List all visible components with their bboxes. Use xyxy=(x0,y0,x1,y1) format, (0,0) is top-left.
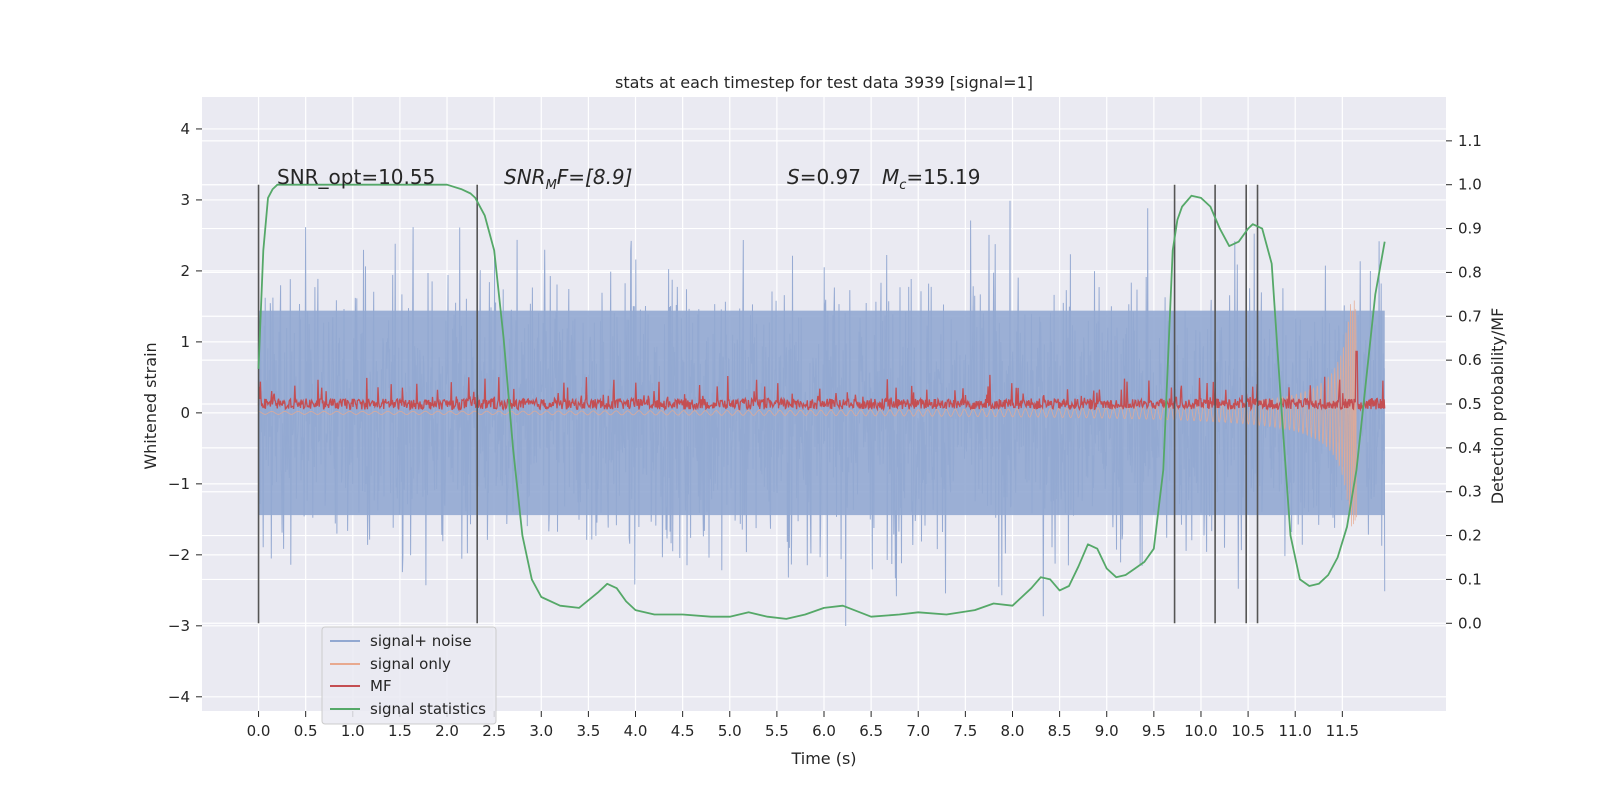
y-axis-ticks: 4 3 2 1 0 −1 −2 −3 −4 xyxy=(168,120,202,706)
x-tick-label: 11.5 xyxy=(1326,722,1359,740)
legend-label-mf: MF xyxy=(370,677,392,695)
mc-main: M xyxy=(882,165,899,189)
y-right-tick-label: 0.2 xyxy=(1458,527,1482,545)
x-tick-label: 10.0 xyxy=(1184,722,1217,740)
signal-noise-series xyxy=(258,200,1386,627)
y-right-tick-label: 0.0 xyxy=(1458,614,1482,632)
s-annotation: S=0.97 xyxy=(787,165,861,189)
y-right-tick-label: 0.9 xyxy=(1458,220,1482,238)
y-tick-label: −2 xyxy=(168,546,190,564)
x-tick-label: 4.5 xyxy=(671,722,695,740)
y-tick-label: 4 xyxy=(180,120,190,138)
x-tick-label: 3.5 xyxy=(576,722,600,740)
x-tick-label: 7.5 xyxy=(953,722,977,740)
legend-label-signal-only: signal only xyxy=(370,655,451,673)
x-tick-label: 2.5 xyxy=(482,722,506,740)
y-tick-label: −1 xyxy=(168,475,190,493)
mc-sub: c xyxy=(899,178,906,193)
y-tick-label: 3 xyxy=(180,191,190,209)
x-tick-label: 8.5 xyxy=(1048,722,1072,740)
x-tick-label: 1.0 xyxy=(341,722,365,740)
y-right-tick-label: 0.8 xyxy=(1458,263,1482,281)
y-right-tick-label: 1.1 xyxy=(1458,132,1482,150)
x-tick-label: 8.0 xyxy=(1001,722,1025,740)
y-right-tick-label: 0.3 xyxy=(1458,483,1482,501)
legend: signal+ noise signal only MF signal stat… xyxy=(321,626,497,725)
snr-opt-annotation: SNR_opt=10.55 xyxy=(277,165,435,189)
y-right-tick-label: 0.4 xyxy=(1458,439,1482,457)
y-tick-label: 2 xyxy=(180,262,190,280)
y-tick-label: 0 xyxy=(180,404,190,422)
y-axis-label: Whitened strain xyxy=(141,342,160,469)
x-axis-ticks: 0.0 0.5 1.0 1.5 2.0 2.5 3.0 3.5 4.0 4.5 5.0 5.5 6.0 6… xyxy=(247,711,1359,740)
s-rest: =0.97 xyxy=(800,165,861,189)
snr-mf-main: SNR xyxy=(504,165,546,189)
legend-label-signal-statistics: signal statistics xyxy=(370,700,486,718)
x-tick-label: 5.0 xyxy=(718,722,742,740)
y-right-tick-label: 0.5 xyxy=(1458,395,1482,413)
x-tick-label: 10.5 xyxy=(1231,722,1264,740)
x-tick-label: 11.0 xyxy=(1279,722,1312,740)
y-right-axis-ticks: 1.1 1.0 0.9 0.8 0.7 0.6 0.5 0.4 0.3 0.2 0.1 0.0 xyxy=(1446,132,1482,632)
snr-mf-sub: M xyxy=(546,178,557,193)
y-right-tick-label: 0.1 xyxy=(1458,570,1482,588)
snr-mf-rest: F=[8.9] xyxy=(557,165,633,189)
x-tick-label: 9.0 xyxy=(1095,722,1119,740)
signal-only-series xyxy=(258,300,1357,527)
y-right-tick-label: 0.6 xyxy=(1458,351,1482,369)
legend-box xyxy=(321,626,497,725)
x-axis-label: Time (s) xyxy=(790,749,856,768)
y-tick-label: −3 xyxy=(168,617,190,635)
x-tick-label: 6.5 xyxy=(859,722,883,740)
x-tick-label: 4.0 xyxy=(624,722,648,740)
legend-label-signal-noise: signal+ noise xyxy=(370,632,472,650)
x-tick-label: 7.0 xyxy=(906,722,930,740)
x-tick-label: 2.0 xyxy=(435,722,459,740)
y-right-tick-label: 0.7 xyxy=(1458,307,1482,325)
y-right-tick-label: 1.0 xyxy=(1458,176,1482,194)
series-line-signal-only xyxy=(258,300,1357,527)
signal-statistics-series xyxy=(257,183,1386,620)
x-tick-label: 0.5 xyxy=(294,722,318,740)
chart-title: stats at each timestep for test data 393… xyxy=(615,73,1033,92)
x-tick-label: 1.5 xyxy=(388,722,412,740)
x-tick-label: 3.0 xyxy=(529,722,553,740)
series-line-signal-statistics xyxy=(257,183,1386,620)
mf-series xyxy=(257,350,1386,412)
y-tick-label: 1 xyxy=(180,333,190,351)
x-tick-label: 0.0 xyxy=(247,722,271,740)
mc-rest: =15.19 xyxy=(906,165,980,189)
x-tick-label: 6.0 xyxy=(812,722,836,740)
series-band-signal-noise xyxy=(258,310,1385,516)
mc-annotation: Mc=15.19 xyxy=(882,165,980,193)
series-line-mf xyxy=(257,350,1386,412)
snr-mf-annotation: SNRMF=[8.9] xyxy=(504,165,632,193)
x-tick-label: 9.5 xyxy=(1142,722,1166,740)
s-main: S xyxy=(787,165,800,189)
detection-markers xyxy=(257,184,1259,624)
x-tick-label: 5.5 xyxy=(765,722,789,740)
y-right-axis-label: Detection probability/MF xyxy=(1488,308,1507,505)
y-tick-label: −4 xyxy=(168,688,190,706)
